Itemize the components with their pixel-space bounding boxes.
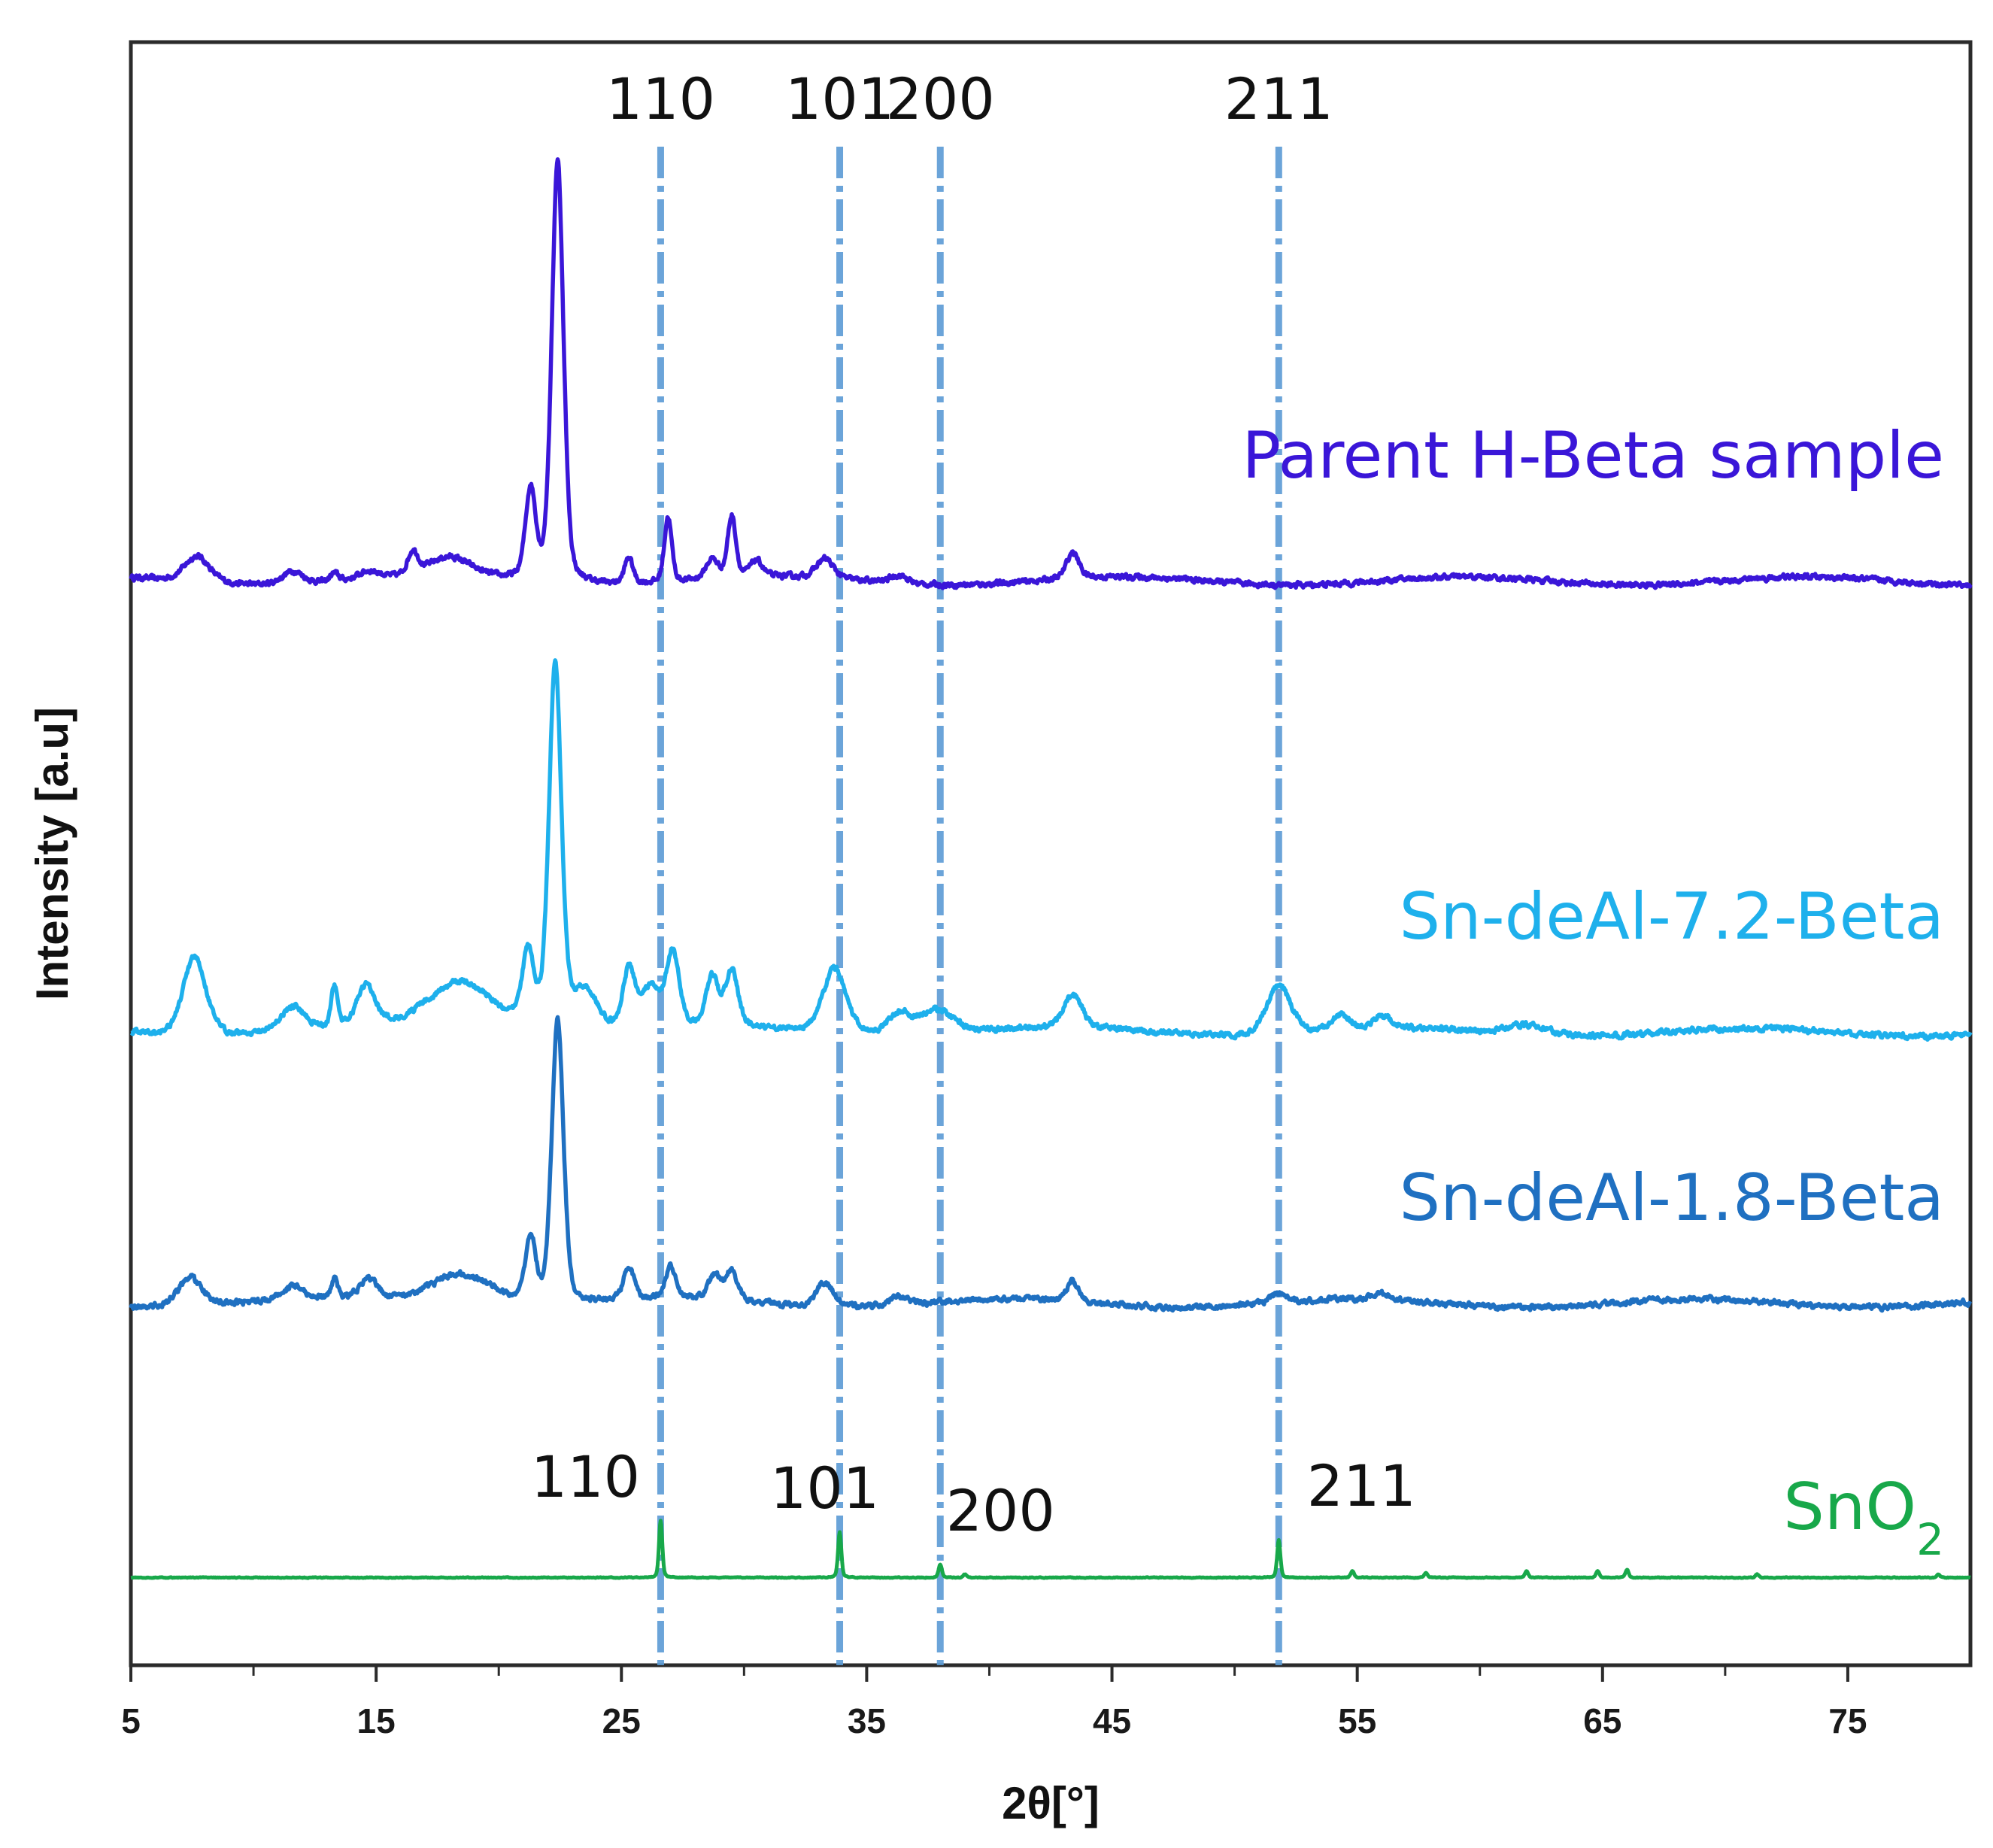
series-label-subscript: 2 (1916, 1514, 1944, 1565)
series-line (129, 1519, 1972, 1580)
x-tick-label: 65 (1583, 1701, 1621, 1740)
x-tick-label: 5 (121, 1701, 141, 1740)
x-tick-label: 15 (357, 1701, 396, 1740)
x-tick-label: 45 (1093, 1701, 1131, 1740)
series-label: Parent H-Beta sample (1242, 418, 1944, 493)
x-axis-title: 2θ[°] (1002, 1778, 1100, 1828)
hkl-label-sno2: 110 (531, 1443, 640, 1510)
x-tick-label: 55 (1338, 1701, 1376, 1740)
reference-lines (657, 147, 1282, 1665)
x-tick-label: 25 (602, 1701, 641, 1740)
x-tick-label: 75 (1828, 1701, 1867, 1740)
hkl-label-top: 101 (785, 65, 894, 132)
hkl-label-top: 110 (606, 65, 715, 132)
series-line (129, 658, 1973, 1042)
series-line (129, 1015, 1973, 1313)
series-layer (129, 157, 1973, 1580)
series-label: SnO2 (1783, 1470, 1944, 1565)
y-axis-title: Intensity [a.u] (27, 707, 77, 1000)
hkl-label-sno2: 211 (1307, 1452, 1416, 1519)
hkl-label-sno2: 200 (946, 1477, 1055, 1544)
hkl-label-sno2: 101 (770, 1455, 879, 1522)
plot-area-frame (129, 40, 1973, 1667)
hkl-label-top: 200 (886, 65, 995, 132)
x-tick-label: 35 (848, 1701, 886, 1740)
series-label: Sn-deAl-1.8-Beta (1400, 1161, 1944, 1236)
series-label: Sn-deAl-7.2-Beta (1400, 879, 1944, 954)
x-axis: 5 15 25 35 45 55 65 75 (121, 1665, 1867, 1740)
series-line (129, 157, 1973, 590)
hkl-label-top: 211 (1224, 65, 1333, 132)
